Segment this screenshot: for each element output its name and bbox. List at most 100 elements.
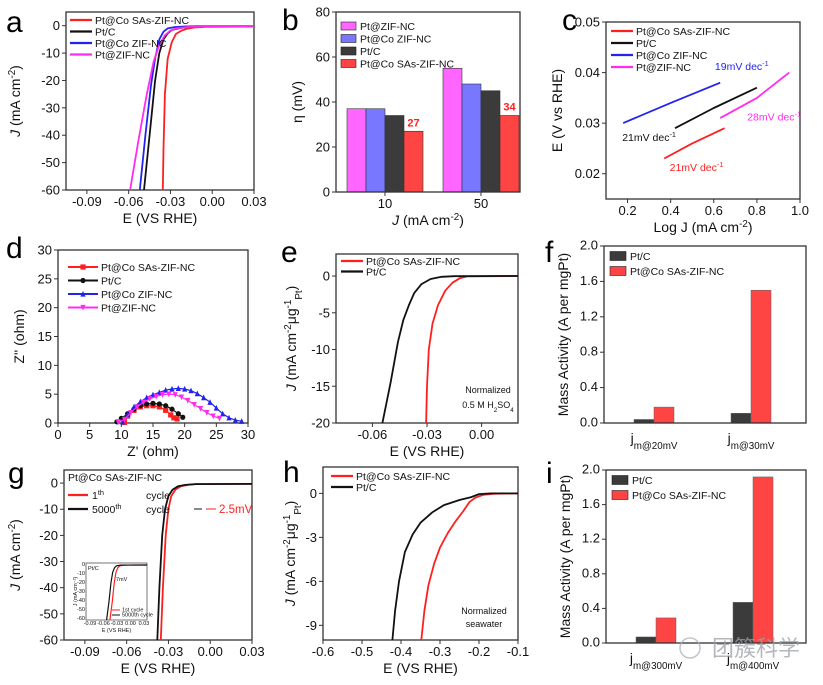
legend-c-label: Pt/C [636, 38, 657, 50]
x-tick-label: -0.09 [72, 194, 102, 209]
panel-e: e -0.06 -0.03 0.00 0 -5 -10 -15 -20 E (VS RHE) J (… [281, 236, 519, 459]
y-tick-label: 0.0 [582, 635, 600, 650]
series-line-pt-c [391, 492, 518, 640]
bar [653, 406, 675, 424]
legend-b-label: Pt@Co SAs-ZIF-NC [360, 59, 454, 71]
x-tick-label: -0.2 [468, 644, 490, 659]
inset-y-tick-label: -10 [77, 571, 85, 577]
y-tick-label: -9 [305, 618, 317, 633]
y-tick-label: -10 [311, 342, 330, 357]
legend-i-swatch [611, 475, 629, 485]
legend-g-suffix: cycle [146, 504, 170, 516]
panel-label: h [283, 456, 300, 489]
x-tick-label: 50 [474, 196, 488, 211]
slope-annotation-part: 21mV dec [670, 162, 717, 174]
inset-y-tick-label: -50 [77, 607, 85, 613]
x-tick-label: -0.09 [70, 644, 100, 659]
bar [403, 130, 424, 193]
y-axis-label: Mass Activity (A per mgPt) [557, 475, 573, 638]
annotation-electrolyte: 0.5 M H2SO4 [462, 400, 514, 414]
y-axis-label-part: -2 [7, 524, 18, 533]
data-label: 34 [503, 102, 516, 114]
inset-y-tick-label: -30 [77, 589, 85, 595]
inset-x-tick-label: -0.09 [84, 621, 97, 627]
legend-b-swatch [340, 46, 357, 56]
data-point [204, 410, 210, 416]
y-axis-label: J (mA cm-2) [7, 65, 24, 138]
x-tick-label: -0.1 [507, 644, 529, 659]
y-tick-label: 0.8 [582, 565, 600, 580]
y-tick-label: 40 [316, 95, 330, 110]
x-axis-label: E (VS RHE) [390, 443, 465, 459]
data-point [216, 415, 223, 422]
y-tick-label: 0 [53, 18, 60, 33]
y-axis-label-part: (mA cm [7, 79, 23, 130]
x-axis-label: J (mA cm-2) [391, 212, 464, 229]
data-point [150, 400, 156, 406]
legend-g-label-part: th [115, 502, 121, 511]
x-category-label: jm@300mV [629, 650, 683, 672]
x-tick-label: 0.8 [748, 203, 766, 218]
x-tick-label: 25 [209, 427, 223, 442]
x-axis-label-part: E (VS RHE) [121, 660, 196, 676]
bar [365, 108, 386, 193]
x-category-label: jm@400mV [726, 650, 780, 672]
legend-f-swatch [609, 251, 627, 261]
legend-h-label: Pt@Co SAs-ZIF-NC [356, 471, 450, 483]
plot-area-frame [322, 466, 519, 641]
x-axis-label: Z' (ohm) [127, 443, 179, 459]
legend-c-label: Pt@ZIF-NC [636, 62, 691, 74]
legend-i-swatch [611, 490, 629, 500]
x-tick-label: 0.03 [239, 644, 264, 659]
legend-b-swatch [340, 21, 357, 31]
annotation-electrolyte-part: 2 [494, 407, 498, 414]
x-tick-label: -0.03 [154, 644, 184, 659]
y-axis-label-part: -2 [282, 539, 293, 548]
x-tick-label: -0.03 [156, 194, 186, 209]
legend-title: Pt@Co SAs-ZIF-NC [68, 472, 162, 484]
y-tick-label: 1.6 [580, 273, 598, 288]
y-tick-label: -60 [41, 183, 60, 198]
x-axis-label-part: ) [748, 219, 753, 235]
legend-d-label: Pt@ZIF-NC [101, 303, 156, 315]
x-tick-label: 10 [114, 427, 128, 442]
x-axis-label: Log J (mA cm-2) [654, 219, 753, 236]
inset-y-tick-label: -40 [77, 598, 85, 604]
x-tick-label: -0.06 [358, 427, 388, 442]
data-point [169, 385, 175, 392]
y-tick-label: 2.0 [582, 462, 600, 477]
panel-i: ijm@300mV jm@400mV0.00.40.81.21.62.0Pt/CP… [546, 457, 807, 672]
series-group [381, 275, 518, 423]
data-point [174, 416, 180, 422]
data-point [197, 405, 204, 412]
x-axis-label-part: -2 [739, 219, 748, 230]
x-tick-label: -0.4 [390, 644, 412, 659]
data-point [128, 410, 134, 416]
legend-d-marker [80, 277, 86, 284]
x-axis-label-part: J [391, 212, 400, 228]
inset-legend-label: 1st cycle [122, 608, 143, 614]
y-tick-label: 10 [38, 358, 52, 373]
legend-g-label: 5000th [92, 502, 121, 517]
bar [384, 115, 405, 193]
y-tick-label: -50 [39, 606, 58, 621]
legend-d-marker [80, 264, 86, 270]
bar [346, 108, 367, 193]
slope-annotation-part: -1 [795, 109, 802, 118]
y-tick-label: 1.2 [580, 308, 598, 323]
y-tick-label: 0.4 [582, 600, 600, 615]
y-axis-label: η (mV) [289, 81, 305, 123]
x-axis-label: E (VS RHE) [123, 210, 198, 226]
x-axis-label-part: Z' (ohm) [127, 443, 179, 459]
y-tick-label: 0.04 [575, 65, 600, 80]
x-tick-label: 0.6 [705, 203, 723, 218]
y-tick-label: 0.03 [575, 116, 600, 131]
bar [730, 413, 752, 424]
y-axis-label-part: Z'' (ohm) [11, 309, 27, 363]
y-tick-label: 0.0 [580, 415, 598, 430]
legend-b-swatch [340, 34, 357, 43]
y-tick-label: -50 [41, 155, 60, 170]
series-line-5000th-cycle [156, 482, 252, 640]
panel-g: g-0.09 -0.06 -0.03 0.00 0.030-10-20-30-40-50… [7, 457, 265, 676]
